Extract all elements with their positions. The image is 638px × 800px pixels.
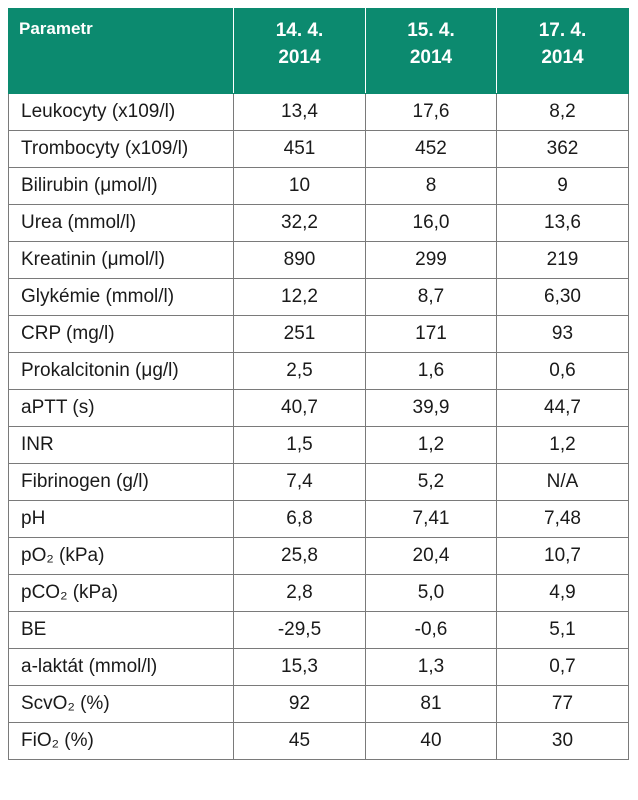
row-label: pH <box>8 500 234 538</box>
table-row: INR 1,5 1,2 1,2 <box>8 426 629 464</box>
row-value-2: 5,0 <box>365 574 497 612</box>
row-value-1: 451 <box>233 130 366 168</box>
row-value-3: 1,2 <box>496 426 629 464</box>
row-value-2: 39,9 <box>365 389 497 427</box>
header-date-1: 14. 4. 2014 <box>233 8 366 94</box>
row-value-2: -0,6 <box>365 611 497 649</box>
table-row: a-laktát (mmol/l) 15,3 1,3 0,7 <box>8 648 629 686</box>
table-row: Trombocyty (x109/l) 451 452 362 <box>8 130 629 168</box>
table-header: Parametr 14. 4. 2014 15. 4. 2014 17. 4. 201… <box>8 8 629 94</box>
row-value-1: 45 <box>233 722 366 760</box>
row-value-3: 44,7 <box>496 389 629 427</box>
row-value-3: 5,1 <box>496 611 629 649</box>
row-value-2: 1,6 <box>365 352 497 390</box>
table-row: pCO₂ (kPa) 2,8 5,0 4,9 <box>8 574 629 612</box>
row-value-2: 16,0 <box>365 204 497 242</box>
row-value-2: 8,7 <box>365 278 497 316</box>
row-value-1: 13,4 <box>233 93 366 131</box>
row-value-2: 7,41 <box>365 500 497 538</box>
row-label: pCO₂ (kPa) <box>8 574 234 612</box>
row-value-2: 20,4 <box>365 537 497 575</box>
row-value-3: 7,48 <box>496 500 629 538</box>
header-date-3: 17. 4. 2014 <box>496 8 629 94</box>
row-label: INR <box>8 426 234 464</box>
row-value-2: 452 <box>365 130 497 168</box>
row-label: Urea (mmol/l) <box>8 204 234 242</box>
row-value-1: 7,4 <box>233 463 366 501</box>
row-value-3: 4,9 <box>496 574 629 612</box>
header-date-2: 15. 4. 2014 <box>365 8 497 94</box>
row-value-1: 6,8 <box>233 500 366 538</box>
table-body: Leukocyty (x109/l) 13,4 17,6 8,2 Trombocyty … <box>8 93 629 760</box>
row-value-3: 362 <box>496 130 629 168</box>
row-value-3: N/A <box>496 463 629 501</box>
row-label: Bilirubin (μmol/l) <box>8 167 234 205</box>
row-value-1: 10 <box>233 167 366 205</box>
row-value-2: 299 <box>365 241 497 279</box>
row-value-3: 13,6 <box>496 204 629 242</box>
row-label: a-laktát (mmol/l) <box>8 648 234 686</box>
row-value-1: 890 <box>233 241 366 279</box>
table-row: Prokalcitonin (μg/l) 2,5 1,6 0,6 <box>8 352 629 390</box>
table-row: Glykémie (mmol/l) 12,2 8,7 6,30 <box>8 278 629 316</box>
row-value-2: 1,3 <box>365 648 497 686</box>
table-row: Bilirubin (μmol/l) 10 8 9 <box>8 167 629 205</box>
row-value-2: 1,2 <box>365 426 497 464</box>
row-value-2: 17,6 <box>365 93 497 131</box>
table-row: Fibrinogen (g/l) 7,4 5,2 N/A <box>8 463 629 501</box>
row-value-3: 93 <box>496 315 629 353</box>
row-value-3: 10,7 <box>496 537 629 575</box>
row-label: Leukocyty (x109/l) <box>8 93 234 131</box>
table-row: CRP (mg/l) 251 171 93 <box>8 315 629 353</box>
row-label: Prokalcitonin (μg/l) <box>8 352 234 390</box>
row-label: Trombocyty (x109/l) <box>8 130 234 168</box>
row-value-3: 30 <box>496 722 629 760</box>
row-value-1: 25,8 <box>233 537 366 575</box>
table-row: Leukocyty (x109/l) 13,4 17,6 8,2 <box>8 93 629 131</box>
row-label: ScvO₂ (%) <box>8 685 234 723</box>
row-value-3: 9 <box>496 167 629 205</box>
header-parametr: Parametr <box>8 8 234 94</box>
table-row: BE -29,5 -0,6 5,1 <box>8 611 629 649</box>
row-value-3: 8,2 <box>496 93 629 131</box>
row-label: FiO₂ (%) <box>8 722 234 760</box>
row-label: CRP (mg/l) <box>8 315 234 353</box>
row-value-1: 1,5 <box>233 426 366 464</box>
row-value-2: 5,2 <box>365 463 497 501</box>
table-row: pO₂ (kPa) 25,8 20,4 10,7 <box>8 537 629 575</box>
row-label: Fibrinogen (g/l) <box>8 463 234 501</box>
row-label: Glykémie (mmol/l) <box>8 278 234 316</box>
row-label: pO₂ (kPa) <box>8 537 234 575</box>
row-value-3: 219 <box>496 241 629 279</box>
row-value-2: 8 <box>365 167 497 205</box>
table-row: Urea (mmol/l) 32,2 16,0 13,6 <box>8 204 629 242</box>
row-value-3: 0,6 <box>496 352 629 390</box>
header-row: Parametr 14. 4. 2014 15. 4. 2014 17. 4. 201… <box>8 8 629 94</box>
row-value-1: 12,2 <box>233 278 366 316</box>
row-value-1: 2,5 <box>233 352 366 390</box>
row-label: BE <box>8 611 234 649</box>
table-row: Kreatinin (μmol/l) 890 299 219 <box>8 241 629 279</box>
row-label: Kreatinin (μmol/l) <box>8 241 234 279</box>
table-row: pH 6,8 7,41 7,48 <box>8 500 629 538</box>
row-value-1: 92 <box>233 685 366 723</box>
row-value-1: 251 <box>233 315 366 353</box>
row-value-1: 40,7 <box>233 389 366 427</box>
table-row: ScvO₂ (%) 92 81 77 <box>8 685 629 723</box>
row-label: aPTT (s) <box>8 389 234 427</box>
row-value-3: 77 <box>496 685 629 723</box>
row-value-2: 171 <box>365 315 497 353</box>
lab-values-table-container: Parametr 14. 4. 2014 15. 4. 2014 17. 4. 201… <box>8 8 629 760</box>
table-row: FiO₂ (%) 45 40 30 <box>8 722 629 760</box>
row-value-1: 15,3 <box>233 648 366 686</box>
row-value-3: 6,30 <box>496 278 629 316</box>
row-value-1: 32,2 <box>233 204 366 242</box>
row-value-1: 2,8 <box>233 574 366 612</box>
row-value-3: 0,7 <box>496 648 629 686</box>
row-value-2: 81 <box>365 685 497 723</box>
lab-values-table: Parametr 14. 4. 2014 15. 4. 2014 17. 4. 201… <box>8 8 629 760</box>
row-value-1: -29,5 <box>233 611 366 649</box>
row-value-2: 40 <box>365 722 497 760</box>
table-row: aPTT (s) 40,7 39,9 44,7 <box>8 389 629 427</box>
